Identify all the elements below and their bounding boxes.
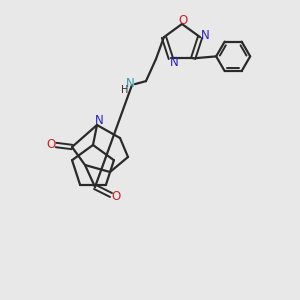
Text: O: O [111, 190, 121, 202]
Text: N: N [169, 56, 178, 69]
Text: N: N [94, 113, 103, 127]
Text: N: N [126, 76, 134, 90]
Text: N: N [201, 28, 209, 42]
Text: H: H [121, 85, 129, 95]
Text: O: O [46, 137, 56, 151]
Text: O: O [178, 14, 188, 26]
